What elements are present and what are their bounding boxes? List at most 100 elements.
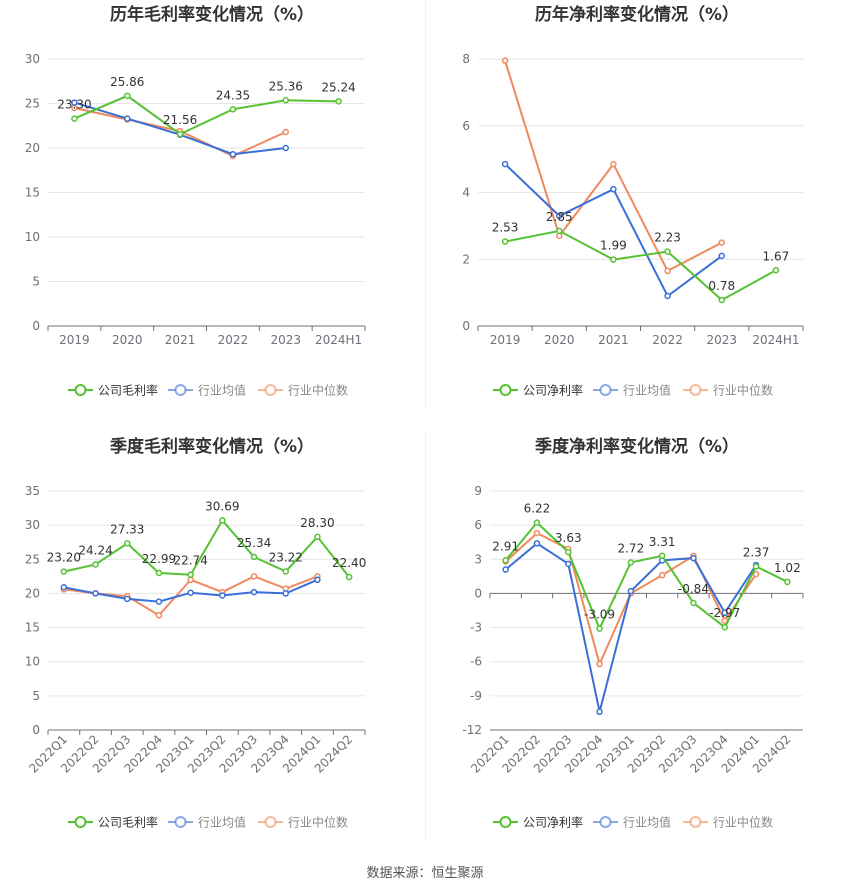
data-point-industry-avg [718,252,725,260]
chart-title: 历年净利率变化情况（%） [535,4,739,25]
data-point-company [219,517,226,524]
data-label: 3.31 [649,535,676,549]
data-point-industry-median [250,573,258,580]
data-point-company [610,256,617,263]
series-line-company [504,521,788,632]
data-point-industry-median [155,612,163,619]
legend-label: 公司毛利率 [98,383,158,398]
legend-marker [74,384,87,396]
y-tick-label: 9 [474,484,482,498]
y-tick-label: 10 [25,655,40,669]
x-tick-label: 2020 [544,333,575,347]
data-label: 22.74 [173,554,207,568]
legend-marker [174,816,187,828]
data-point-company [187,571,194,578]
data-point-company [658,552,666,560]
data-point-company [565,548,572,556]
legend-label: 行业中位数 [288,815,348,830]
data-label: 25.86 [110,75,144,89]
x-tick-label: 2019 [490,333,521,347]
data-point-industry-avg [187,589,194,596]
legend-item-company: 公司净利率 [493,815,583,830]
y-tick-label: 0 [474,586,482,600]
data-point-industry-median [752,570,760,578]
data-label: 23.22 [269,550,303,564]
data-point-company [335,98,342,105]
y-tick-label: 2 [462,252,470,266]
legend-item-industry-avg: 行业均值 [168,383,246,398]
y-tick-label: 0 [32,723,40,737]
legend-marker [264,384,277,396]
data-point-industry-avg [282,144,289,152]
series-line-company [63,518,350,578]
data-point-company [772,267,780,274]
legend-marker [599,816,612,828]
y-tick-label: 30 [25,52,40,66]
data-point-industry-avg [610,185,617,193]
series-line-company [504,229,777,302]
legend-label: 公司净利率 [523,815,583,830]
data-label: 3.63 [555,531,582,545]
series-line-company [74,94,339,136]
data-point-company [556,227,563,235]
legend-label: 公司毛利率 [98,815,158,830]
y-tick-label: 30 [25,518,40,532]
legend-marker [174,384,187,396]
data-point-industry-median [610,160,617,168]
data-label: 1.02 [774,561,801,575]
y-tick-label: 0 [462,319,470,333]
data-point-industry-avg [92,590,99,597]
y-tick-label: -9 [470,689,482,703]
data-point-industry-median [718,239,725,246]
legend-item-industry-avg: 行业均值 [168,815,246,830]
x-tick-label: 2023 [270,333,301,347]
y-tick-label: 6 [462,119,470,133]
data-point-industry-avg [556,212,563,220]
data-point-company [282,97,289,104]
data-point-industry-median [282,128,289,136]
x-tick-label: 2019 [59,333,90,347]
data-label: 2.85 [546,210,573,224]
data-point-company [282,568,289,575]
chart-title: 季度净利率变化情况（%） [535,436,739,457]
data-label: 27.33 [110,522,144,536]
data-label: 24.24 [78,543,112,557]
y-tick-label: 3 [474,552,482,566]
data-point-industry-avg [501,160,509,168]
divider [425,0,426,408]
y-tick-label: 25 [25,97,40,111]
data-point-company [627,559,635,566]
data-point-industry-avg [627,587,635,595]
data-label: 2.37 [743,545,770,559]
data-point-company [314,533,321,541]
legend-marker [499,816,512,828]
data-point-company [596,625,603,632]
data-point-company [250,553,258,561]
data-point-company [533,519,541,526]
data-point-company [124,92,131,100]
data-label: 23.30 [57,98,91,112]
y-tick-label: 8 [462,52,470,66]
legend-label: 行业均值 [623,383,671,398]
legend-item-industry-median: 行业中位数 [683,383,773,398]
legend-item-company: 公司毛利率 [68,815,158,830]
data-label: 25.36 [269,79,303,93]
y-tick-label: -3 [470,621,482,635]
x-tick-label: 2022 [218,333,249,347]
legend-label: 行业中位数 [713,383,773,398]
data-label: 0.78 [708,279,735,293]
data-point-company [60,568,68,575]
data-label: 1.99 [600,239,627,253]
legend-marker [689,816,702,828]
data-point-industry-avg [71,99,78,106]
data-point-industry-avg [502,566,509,573]
legend-item-company: 公司净利率 [493,383,583,398]
data-label: 2.72 [617,541,644,555]
legend-item-industry-median: 行业中位数 [683,815,773,830]
y-tick-label: 10 [25,230,40,244]
data-label: 2.53 [492,221,519,235]
data-point-industry-avg [250,588,258,596]
data-label: 2.23 [654,231,681,245]
y-tick-label: 35 [25,484,40,498]
data-point-company [92,561,99,568]
